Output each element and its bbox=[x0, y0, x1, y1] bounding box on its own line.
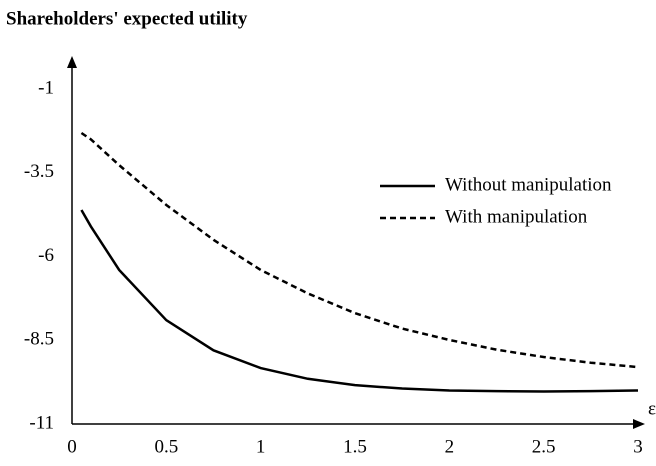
y-tick-label: -3.5 bbox=[24, 161, 54, 182]
x-axis-arrow bbox=[633, 419, 645, 429]
legend-label: With manipulation bbox=[445, 206, 588, 227]
y-axis-arrow bbox=[67, 56, 77, 68]
y-tick-label: -6 bbox=[38, 245, 54, 266]
x-axis-label: ε bbox=[648, 398, 656, 419]
y-tick-label: -1 bbox=[38, 77, 54, 98]
x-tick-label: 2.5 bbox=[532, 436, 556, 457]
chart-title: Shareholders' expected utility bbox=[6, 8, 248, 29]
x-tick-label: 3 bbox=[633, 436, 643, 457]
x-tick-label: 2 bbox=[445, 436, 455, 457]
x-tick-label: 1 bbox=[256, 436, 266, 457]
x-tick-label: 0.5 bbox=[154, 436, 178, 457]
legend-label: Without manipulation bbox=[445, 174, 612, 195]
line-series bbox=[80, 131, 639, 369]
line-series bbox=[80, 209, 639, 393]
x-tick-label: 0 bbox=[67, 436, 77, 457]
x-tick-label: 1.5 bbox=[343, 436, 367, 457]
y-tick-label: -11 bbox=[29, 412, 54, 433]
y-tick-label: -8.5 bbox=[24, 329, 54, 350]
